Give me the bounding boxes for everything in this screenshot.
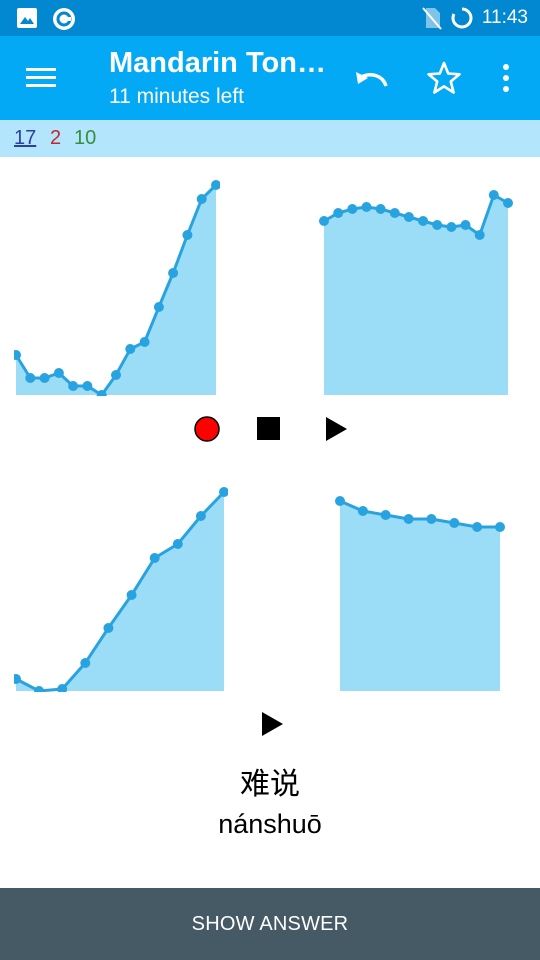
pitch-chart-bottom-left	[14, 487, 228, 692]
pitch-chart-top-left	[14, 180, 220, 396]
show-answer-button[interactable]: SHOW ANSWER	[0, 888, 540, 960]
pitch-point	[219, 487, 228, 497]
pitch-point	[182, 230, 193, 240]
pitch-point	[149, 553, 160, 563]
status-bar: 11:43	[0, 0, 540, 36]
pitch-point	[357, 506, 368, 516]
pitch-point	[347, 204, 358, 214]
play-icon[interactable]	[323, 415, 349, 443]
sync-app-icon	[53, 8, 75, 30]
pitch-point	[319, 216, 329, 226]
pitch-point	[380, 510, 391, 520]
card-counts-bar: 17 2 10	[0, 120, 540, 157]
app-bar: Mandarin Ton… 11 minutes left	[0, 36, 540, 120]
pitch-point	[335, 496, 345, 506]
no-sim-icon	[422, 7, 442, 30]
pitch-point	[432, 220, 443, 230]
pitch-point	[460, 220, 471, 230]
pitch-line	[15, 490, 226, 692]
pitch-point	[14, 674, 21, 684]
pitch-area	[340, 501, 500, 691]
pitch-area	[16, 185, 216, 395]
pitch-point	[472, 522, 483, 532]
clock: 11:43	[481, 7, 528, 28]
pitch-point	[25, 373, 36, 383]
time-left-subtitle: 11 minutes left	[109, 85, 245, 108]
pitch-area	[16, 492, 224, 691]
pitch-point	[139, 337, 150, 347]
pitch-point	[153, 302, 164, 312]
pitch-point	[488, 190, 499, 200]
pitch-point	[403, 212, 414, 222]
pitch-point	[39, 373, 50, 383]
pitch-point	[361, 202, 372, 212]
pitch-point	[446, 222, 457, 232]
pitch-point	[14, 350, 21, 360]
star-icon[interactable]	[426, 60, 462, 96]
undo-icon[interactable]	[352, 62, 392, 94]
loading-ring-icon	[451, 7, 473, 29]
pitch-chart-top-right	[319, 190, 513, 395]
pitch-point	[333, 208, 344, 218]
new-count[interactable]: 17	[14, 127, 37, 149]
stop-icon[interactable]	[256, 416, 281, 441]
pitch-point	[126, 590, 137, 600]
pitch-point	[389, 208, 400, 218]
pitch-point	[34, 686, 45, 692]
pitch-point	[68, 381, 79, 391]
pitch-point	[375, 204, 386, 214]
pitch-point	[125, 344, 136, 354]
pitch-point	[53, 368, 64, 378]
pitch-point	[168, 268, 179, 278]
pitch-point	[196, 194, 207, 204]
pitch-point	[418, 216, 429, 226]
pitch-point	[111, 370, 121, 380]
pitch-point	[96, 390, 107, 396]
deck-title: Mandarin Ton…	[109, 47, 326, 79]
review-count: 10	[74, 127, 97, 149]
pitch-point	[449, 518, 460, 528]
more-vert-icon[interactable]	[494, 60, 518, 96]
card-question: 难说 nánshuō	[0, 766, 540, 842]
pitch-point	[82, 381, 93, 391]
learning-count: 2	[50, 127, 62, 149]
pitch-point	[474, 230, 485, 240]
pitch-point	[403, 514, 414, 524]
title-block: Mandarin Ton… 11 minutes left	[109, 46, 329, 110]
pitch-point	[103, 623, 114, 633]
pitch-area	[324, 195, 508, 395]
pitch-point	[495, 522, 505, 532]
image-icon	[17, 8, 37, 28]
pitch-point	[172, 539, 183, 549]
play-reference-icon[interactable]	[259, 710, 285, 738]
menu-icon[interactable]	[24, 63, 60, 93]
pitch-point	[503, 198, 513, 208]
pitch-point	[211, 180, 220, 190]
pitch-point	[57, 684, 68, 692]
pitch-point	[195, 511, 206, 521]
hanzi-text: 难说	[240, 768, 300, 801]
pinyin-text: nánshuō	[218, 809, 322, 839]
pitch-point	[426, 514, 437, 524]
pitch-point	[80, 658, 91, 668]
record-icon[interactable]	[193, 415, 221, 443]
pitch-chart-bottom-right	[335, 496, 505, 691]
